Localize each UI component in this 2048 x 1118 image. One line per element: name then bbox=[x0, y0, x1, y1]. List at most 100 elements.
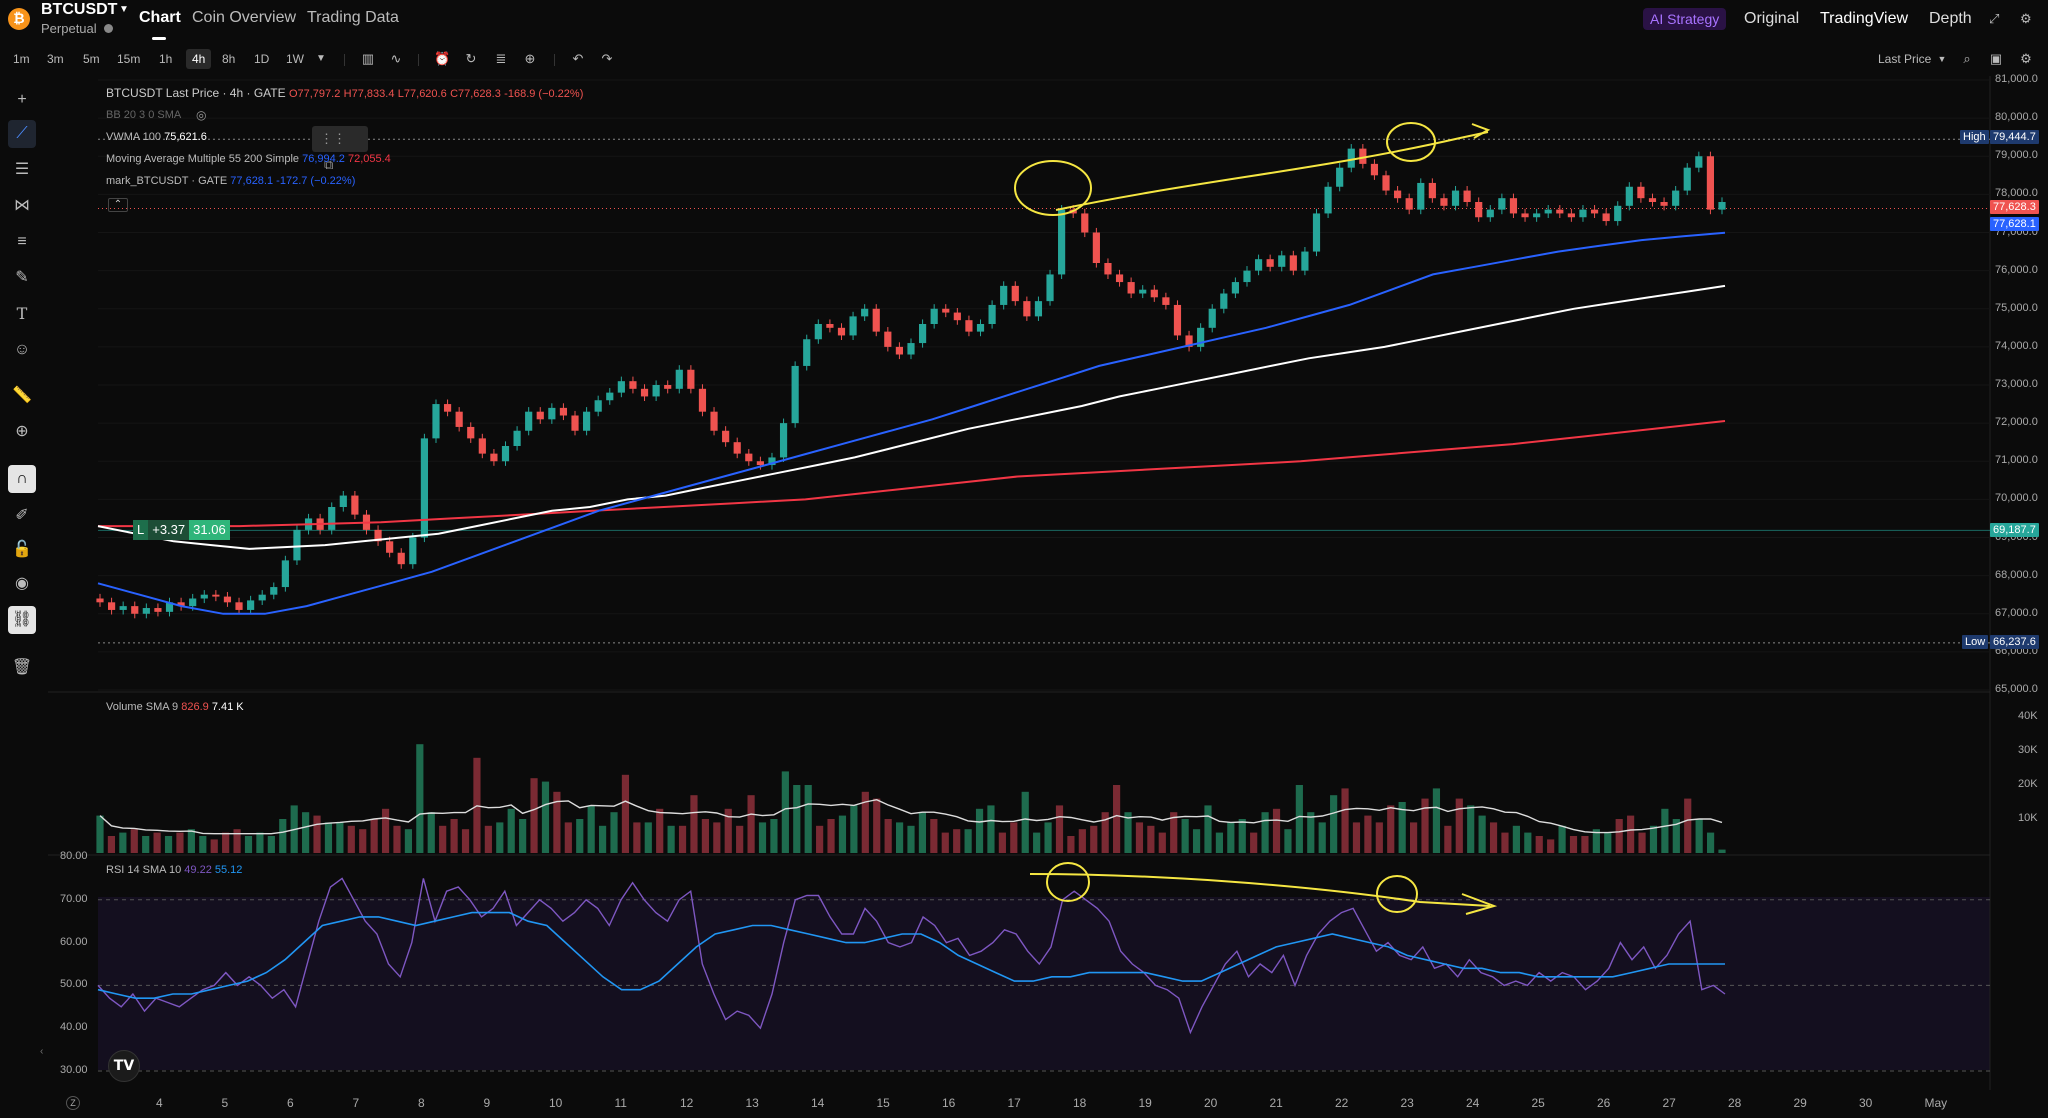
chevron-down-icon[interactable]: ▼ bbox=[316, 53, 326, 64]
redo-icon[interactable]: ↷ bbox=[601, 51, 613, 66]
expand-icon[interactable]: ⤢ bbox=[1989, 11, 2000, 26]
volume-bar bbox=[142, 836, 150, 853]
drag-handle-icon[interactable]: ⋮⋮ bbox=[320, 131, 346, 146]
volume-bar bbox=[884, 819, 892, 853]
vwma-legend[interactable]: VWMA 100 75,621.6 bbox=[106, 131, 207, 143]
candle bbox=[351, 495, 359, 515]
info-icon[interactable] bbox=[104, 24, 113, 33]
indicators-icon[interactable]: ∿ bbox=[390, 51, 402, 66]
axis-tick-label: 74,000.0 bbox=[1995, 339, 2038, 352]
volume-bar bbox=[770, 819, 778, 853]
candle bbox=[768, 457, 776, 466]
add-icon[interactable]: ⊕ bbox=[524, 51, 536, 66]
annotation-trendline bbox=[1055, 131, 1489, 211]
gear-icon[interactable]: ⚙ bbox=[2020, 51, 2032, 66]
timeframe-4h[interactable]: 4h bbox=[186, 49, 212, 69]
lock-drawing-icon[interactable]: ✐ bbox=[15, 507, 29, 524]
text-icon[interactable]: T bbox=[16, 304, 28, 323]
candle bbox=[1405, 198, 1413, 210]
ma-legend[interactable]: Moving Average Multiple 55 200 Simple 76… bbox=[106, 153, 391, 165]
camera-icon[interactable]: ▣ bbox=[1989, 51, 2003, 66]
timezone-icon[interactable]: Z bbox=[66, 1096, 80, 1110]
rsi-legend[interactable]: RSI 14 SMA 10 49.22 55.12 bbox=[106, 864, 242, 876]
candle bbox=[1266, 259, 1274, 267]
timeframe-15m[interactable]: 15m bbox=[117, 52, 141, 66]
position-badge[interactable]: L +3.37 31.06 bbox=[133, 520, 230, 540]
templates-icon[interactable]: ≣ bbox=[495, 51, 507, 66]
link-icon[interactable]: ⛓ bbox=[8, 606, 36, 634]
candle bbox=[687, 369, 695, 389]
timeframe-1d[interactable]: 1D bbox=[254, 52, 270, 66]
axis-tick-label: 60.00 bbox=[60, 935, 88, 948]
tab-tradingview[interactable]: TradingView bbox=[1820, 10, 1909, 27]
candle bbox=[443, 404, 452, 412]
ai-strategy-button[interactable]: AI Strategy bbox=[1643, 8, 1727, 30]
candle bbox=[652, 385, 660, 397]
timeframe-1w[interactable]: 1W bbox=[286, 52, 304, 66]
lock-icon[interactable]: 🔓 bbox=[12, 541, 32, 558]
volume-bar bbox=[404, 829, 412, 853]
alert-icon[interactable]: ⏰ bbox=[434, 51, 451, 66]
candle bbox=[1370, 163, 1379, 176]
mark-value: 77,628.1 bbox=[230, 175, 274, 187]
chart-toolbar: 1m 3m 5m 15m 1h 4h 8h 1D 1W ▼ ▥ ∿ ⏰ ↻ ≣ … bbox=[0, 44, 2048, 74]
chevron-down-icon[interactable]: ▼ bbox=[1937, 54, 1947, 64]
volume-bar bbox=[1581, 836, 1589, 853]
candle bbox=[478, 438, 486, 454]
collapse-left-icon[interactable]: ‹ bbox=[40, 1046, 44, 1057]
collapse-legend-icon[interactable]: ⌃ bbox=[108, 198, 128, 212]
candle bbox=[1347, 148, 1355, 168]
replay-icon[interactable]: ↻ bbox=[465, 51, 477, 66]
tab-trading-data[interactable]: Trading Data bbox=[307, 9, 399, 26]
time-axis-label: 25 bbox=[1531, 1096, 1545, 1110]
volume-bar bbox=[1113, 785, 1121, 853]
search-icon[interactable]: ⌕ bbox=[1963, 51, 1971, 66]
crosshair-icon[interactable]: + bbox=[17, 91, 27, 108]
tab-original[interactable]: Original bbox=[1744, 10, 1800, 27]
undo-icon[interactable]: ↶ bbox=[572, 51, 584, 66]
symbol-title[interactable]: BTCUSDT bbox=[41, 1, 118, 18]
emoji-icon[interactable]: ☺ bbox=[13, 341, 31, 358]
volume-bar bbox=[1535, 836, 1543, 853]
mark-legend[interactable]: mark_BTCUSDT · GATE 77,628.1 -172.7 (−0.… bbox=[106, 175, 355, 187]
bb-legend[interactable]: BB 20 3 0 SMA bbox=[106, 109, 182, 121]
parallel-lines-icon[interactable]: ☰ bbox=[14, 161, 30, 178]
trend-line-icon[interactable]: ⟋ bbox=[8, 120, 36, 148]
chevron-down-icon[interactable]: ▼ bbox=[119, 4, 129, 15]
tradingview-logo-icon[interactable]: TV bbox=[108, 1050, 140, 1082]
tab-depth[interactable]: Depth bbox=[1929, 10, 1972, 27]
candle bbox=[1498, 198, 1506, 210]
axis-tick-label: 71,000.0 bbox=[1995, 454, 2038, 467]
more-icon[interactable]: ⧉ bbox=[324, 157, 334, 172]
fib-icon[interactable]: ≡ bbox=[17, 233, 27, 250]
magnet-icon[interactable]: ∩ bbox=[8, 465, 36, 493]
volume-legend[interactable]: Volume SMA 9 826.9 7.41 K bbox=[106, 701, 244, 713]
price-type-select[interactable]: Last Price bbox=[1878, 52, 1932, 66]
volume-bar bbox=[1135, 822, 1144, 853]
timeframe-8h[interactable]: 8h bbox=[222, 52, 236, 66]
ruler-icon[interactable]: 📏 bbox=[12, 387, 32, 404]
legend-open: O77,797.2 bbox=[288, 88, 341, 100]
time-axis-label: 20 bbox=[1204, 1096, 1218, 1110]
tab-chart[interactable]: Chart bbox=[139, 9, 181, 26]
eye-hide-icon[interactable]: ◎ bbox=[196, 108, 207, 122]
candle bbox=[270, 587, 278, 595]
timeframe-1m[interactable]: 1m bbox=[13, 52, 30, 66]
brush-icon[interactable]: ✎ bbox=[15, 269, 29, 286]
tab-coin-overview[interactable]: Coin Overview bbox=[192, 9, 297, 26]
time-axis-label: 16 bbox=[942, 1096, 956, 1110]
trash-icon[interactable]: 🗑 bbox=[11, 659, 33, 676]
pattern-icon[interactable]: ⋈ bbox=[14, 197, 30, 214]
timeframe-5m[interactable]: 5m bbox=[83, 52, 100, 66]
rsi-label: RSI 14 SMA 10 bbox=[106, 864, 182, 876]
eye-icon[interactable]: ◉ bbox=[15, 575, 29, 592]
timeframe-1h[interactable]: 1h bbox=[159, 52, 173, 66]
candle-type-icon[interactable]: ▥ bbox=[361, 51, 375, 66]
timeframe-3m[interactable]: 3m bbox=[47, 52, 64, 66]
settings-icon[interactable]: ⚙ bbox=[2020, 11, 2032, 26]
candle bbox=[247, 600, 255, 610]
volume-bar bbox=[758, 822, 767, 853]
zoom-icon[interactable]: ⊕ bbox=[15, 423, 29, 440]
